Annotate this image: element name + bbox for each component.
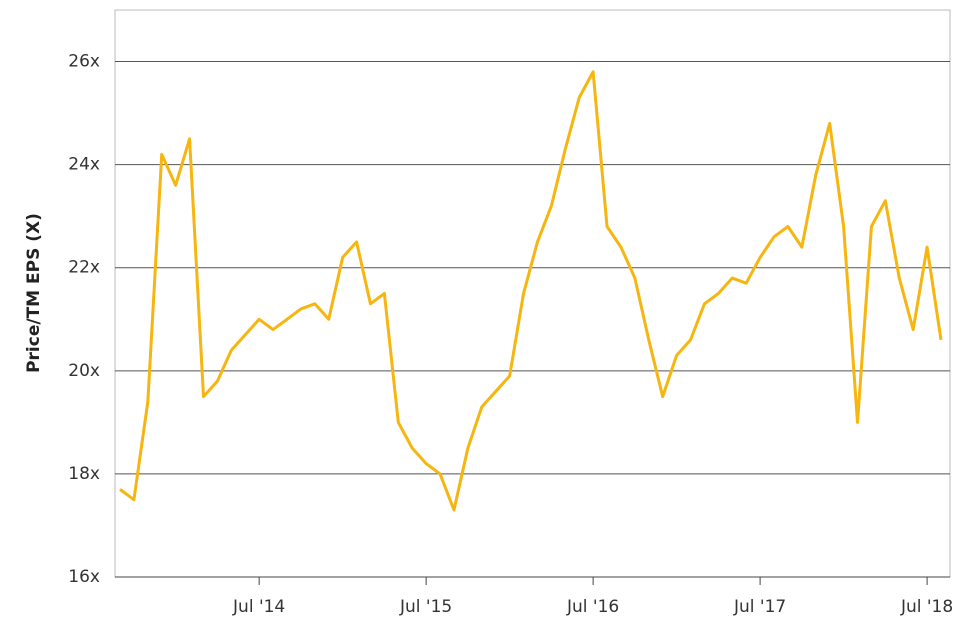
y-tick-label: 18x [68, 464, 100, 484]
plot-frame [114, 9, 951, 578]
y-tick-label: 16x [68, 567, 100, 587]
x-tick-label: Jul '15 [399, 597, 452, 617]
y-tick-label: 22x [68, 258, 100, 278]
y-axis-title: Price/TM EPS (X) [24, 213, 44, 373]
y-tick-label: 24x [68, 155, 100, 175]
x-tick-label: Jul '16 [566, 597, 619, 617]
x-tick-label: Jul '18 [900, 597, 953, 617]
y-tick-label: 26x [68, 52, 100, 72]
y-tick-label: 20x [68, 361, 100, 381]
data-line [119, 70, 943, 512]
x-tick-label: Jul '14 [232, 597, 285, 617]
x-tick-label: Jul '17 [733, 597, 786, 617]
